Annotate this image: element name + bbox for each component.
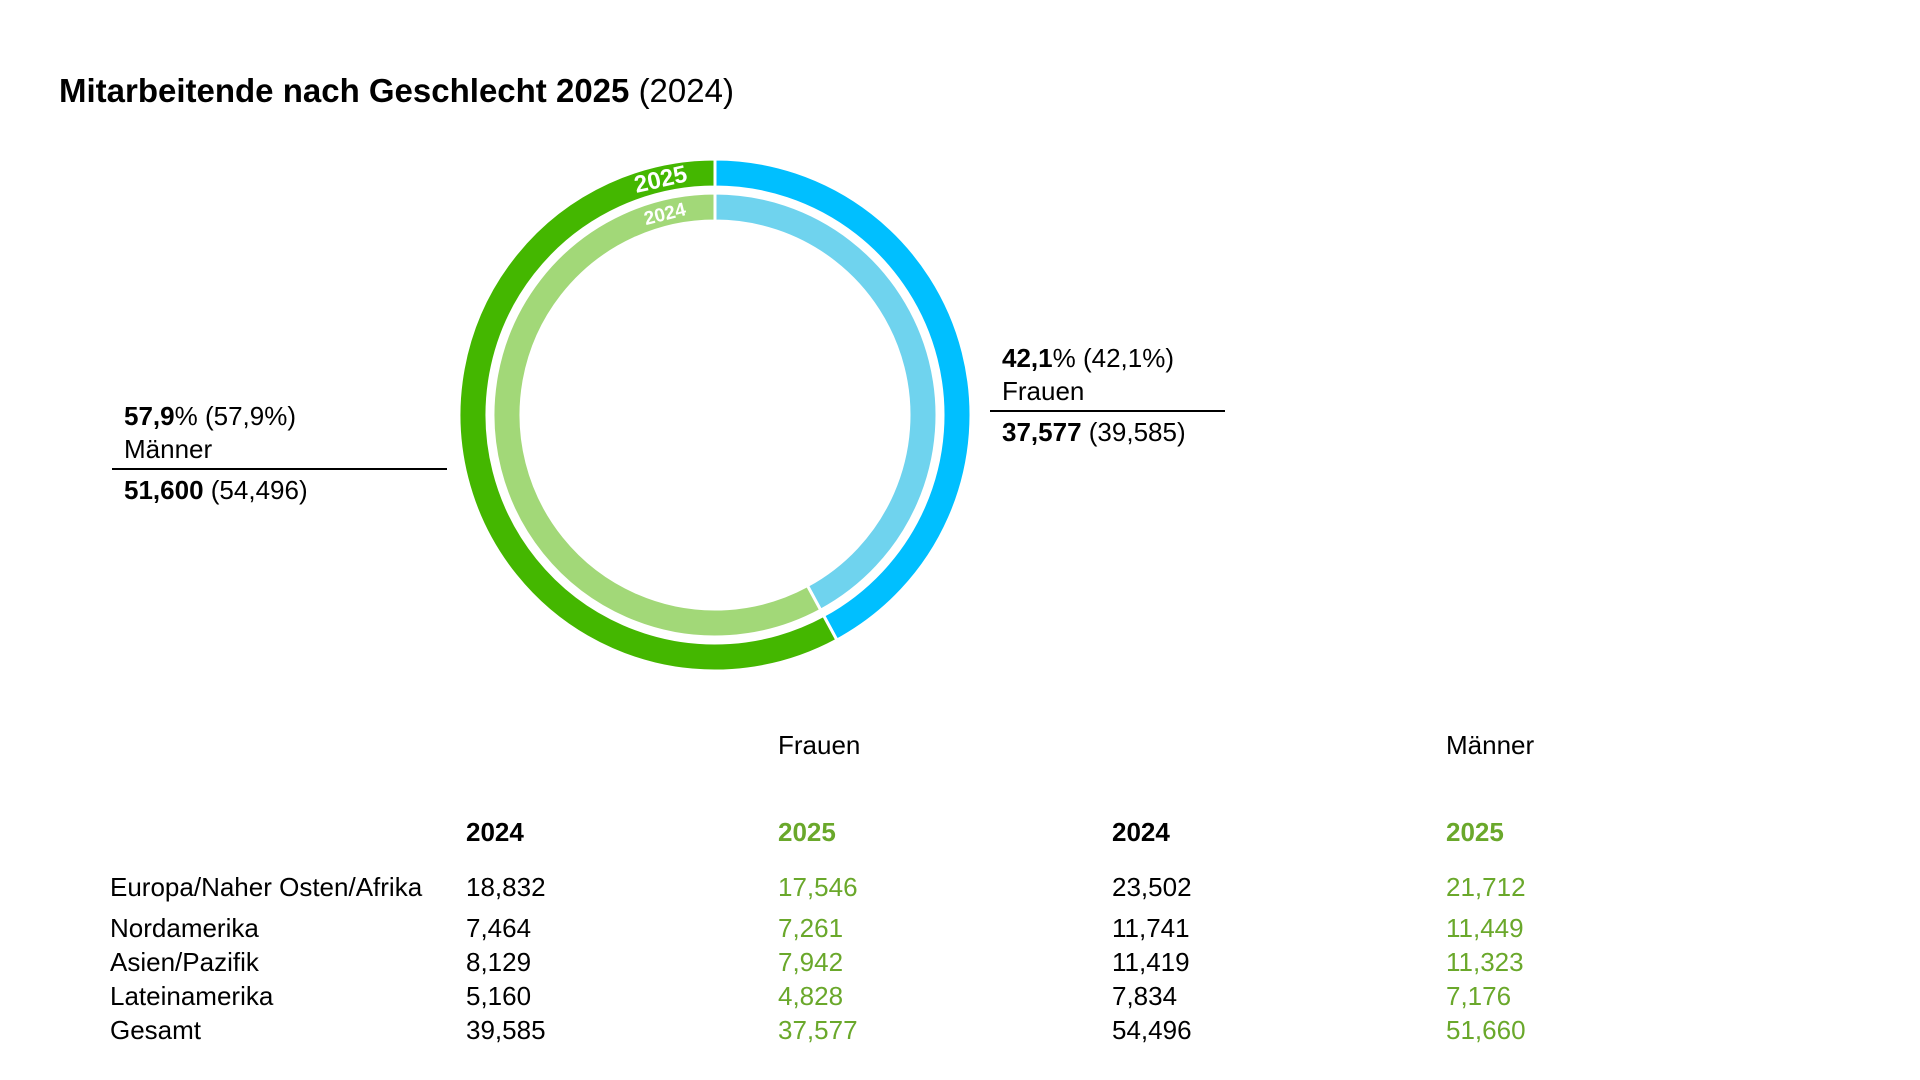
frauen-label: Frauen <box>1002 376 1085 406</box>
frauen-pct-prev: (42,1%) <box>1082 343 1175 373</box>
table-cell: 54,496 <box>1112 1015 1192 1045</box>
frauen-leader-line <box>990 410 1225 412</box>
table-row-label: Asien/Pazifik <box>110 947 259 977</box>
table-cell: 39,585 <box>466 1015 546 1045</box>
frauen-count: 37,577 <box>1002 417 1082 447</box>
table-row-label: Gesamt <box>110 1015 202 1045</box>
slice-2025-maenner <box>457 157 839 673</box>
table-group-frauen: Frauen <box>778 730 861 760</box>
frauen-count-prev: (39,585) <box>1088 417 1186 447</box>
table-year-header: 2024 <box>1112 817 1170 847</box>
table-cell: 37,577 <box>778 1015 858 1045</box>
maenner-pct-suffix: % <box>174 401 198 431</box>
table-year-header: 2025 <box>778 817 836 847</box>
ring-label-2025: 2025 <box>632 161 690 199</box>
chart-title-main: Mitarbeitende nach Geschlecht 2025 <box>59 72 630 109</box>
table-cell: 7,464 <box>466 913 532 943</box>
table-cell: 5,160 <box>466 981 532 1011</box>
table-group-maenner: Männer <box>1446 730 1535 760</box>
maenner-pct: 57,9 <box>124 401 175 431</box>
maenner-leader-line <box>112 468 447 470</box>
table-cell: 7,942 <box>778 947 844 977</box>
table-cell: 7,834 <box>1112 981 1178 1011</box>
table-year-header: 2025 <box>1446 817 1504 847</box>
table-cell: 21,712 <box>1446 872 1526 902</box>
table-cell: 7,176 <box>1446 981 1512 1011</box>
maenner-label: Männer <box>124 434 213 464</box>
table-year-header: 2024 <box>466 817 524 847</box>
frauen-pct: 42,1 <box>1002 343 1053 373</box>
annotation-maenner: 57,9% (57,9%) Männer 51,600 (54,496) <box>112 400 447 507</box>
table-row-label: Europa/Naher Osten/Afrika <box>110 872 423 902</box>
table-row-label: Nordamerika <box>110 913 259 943</box>
table-cell: 51,660 <box>1446 1015 1526 1045</box>
chart-title: Mitarbeitende nach Geschlecht 2025 (2024… <box>59 72 734 110</box>
table-cell: 11,323 <box>1446 947 1524 977</box>
table-cell: 4,828 <box>778 981 844 1011</box>
maenner-pct-prev: (57,9%) <box>204 401 297 431</box>
table-cell: 11,741 <box>1112 913 1190 943</box>
frauen-pct-suffix: % <box>1052 343 1076 373</box>
table-cell: 8,129 <box>466 947 532 977</box>
table-cell: 17,546 <box>778 872 858 902</box>
chart-title-sub: (2024) <box>638 72 734 109</box>
table-cell: 11,419 <box>1112 947 1190 977</box>
maenner-count-prev: (54,496) <box>210 475 308 505</box>
slice-2024-maenner <box>491 191 823 639</box>
annotation-frauen: 42,1% (42,1%) Frauen 37,577 (39,585) <box>990 342 1225 449</box>
table-cell: 11,449 <box>1446 913 1524 943</box>
table-cell: 7,261 <box>778 913 844 943</box>
table-row-label: Lateinamerika <box>110 981 274 1011</box>
table-cell: 18,832 <box>466 872 546 902</box>
table-cell: 23,502 <box>1112 872 1192 902</box>
maenner-count: 51,600 <box>124 475 204 505</box>
